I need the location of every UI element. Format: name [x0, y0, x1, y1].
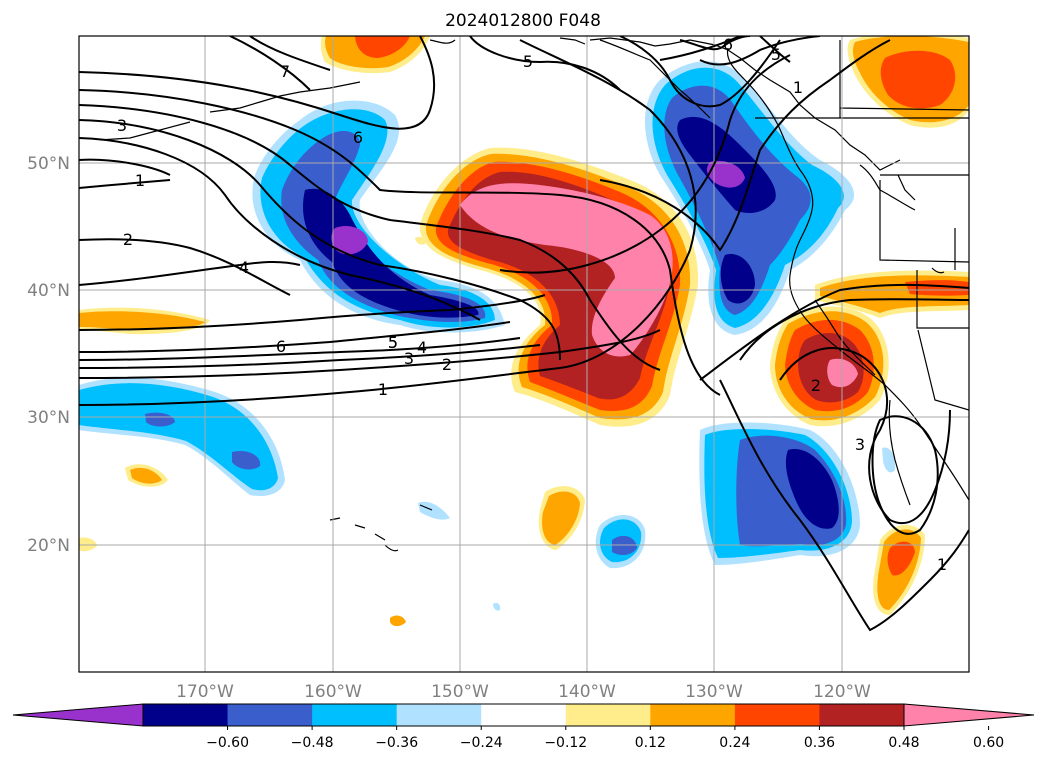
contour-label: 3 [117, 116, 127, 135]
contour-lines [79, 36, 969, 632]
colorbar-tick-label: −0.48 [291, 735, 334, 751]
colorbar-tick-label: −0.36 [375, 735, 418, 751]
colorbar-tick-label: 0.24 [719, 735, 750, 751]
lon-label-150w: 150°W [431, 682, 489, 702]
contour-label: 4 [417, 338, 427, 357]
lat-label-20n: 20°N [27, 536, 70, 556]
positive-anomaly-gulf-alaska [320, 36, 430, 74]
colorbar-swatch [565, 704, 651, 726]
contour-label: 3 [404, 349, 414, 368]
contour-label: 5 [523, 52, 533, 71]
contour-label: 4 [239, 258, 249, 277]
lon-label-130w: 130°W [685, 682, 743, 702]
contour-label: 2 [123, 230, 133, 249]
contour-labels: 7 6 5 5 6 5 1 3 1 2 4 6 5 4 3 2 1 2 3 1 [117, 35, 947, 574]
contour-label: 1 [135, 171, 145, 190]
colorbar-swatch [312, 704, 398, 726]
colorbar-outline [142, 703, 905, 727]
contour-label: 6 [276, 337, 286, 356]
contour-label: 1 [378, 380, 388, 399]
contour-label: 6 [353, 128, 363, 147]
colorbar-tick-label: 0.48 [888, 735, 919, 751]
contour-label: 1 [793, 78, 803, 97]
colorbar: −0.60 −0.48 −0.36 −0.24 −0.12 0.12 0.24 0.36 0.4… [12, 703, 1035, 751]
gridlines [79, 36, 969, 672]
lat-label-40n: 40°N [27, 281, 70, 301]
colorbar-swatch [481, 704, 567, 726]
contour-label: 5 [388, 333, 398, 352]
latitude-labels: 50°N 40°N 30°N 20°N [27, 154, 70, 556]
colorbar-swatch [227, 704, 313, 726]
contour-label: 6 [723, 35, 733, 54]
lon-label-160w: 160°W [304, 682, 362, 702]
negative-anomaly-west [252, 100, 505, 333]
longitude-labels: 170°W 160°W 150°W 140°W 130°W 120°W [176, 682, 871, 702]
colorbar-swatch [396, 704, 482, 726]
colorbar-swatch [734, 704, 820, 726]
contour-label: 2 [811, 376, 821, 395]
negative-anomaly-coast [645, 61, 855, 335]
colorbar-tick-label: 0.12 [635, 735, 666, 751]
contour-label: 5 [388, 333, 398, 352]
contour-label: 7 [280, 62, 290, 81]
colorbar-tick-label: 0.60 [973, 735, 1004, 751]
contour-label: 1 [937, 555, 947, 574]
colorbar-tick-label: −0.24 [460, 735, 503, 751]
map-title: 2024012800 F048 [445, 11, 601, 31]
lon-label-120w: 120°W [813, 682, 871, 702]
lon-label-170w: 170°W [176, 682, 234, 702]
colorbar-swatch [819, 704, 905, 726]
map-frame [78, 35, 970, 673]
map-panel: 7 6 5 5 6 5 1 3 1 2 4 6 5 4 3 2 1 2 3 1 [79, 35, 969, 672]
contour-label: 5 [771, 45, 781, 64]
lon-label-140w: 140°W [558, 682, 616, 702]
colorbar-tick-label: −0.12 [544, 735, 587, 751]
colorbar-swatch [143, 704, 229, 726]
positive-anomaly-northeast [847, 36, 969, 128]
contour-label: 2 [442, 355, 452, 374]
colorbar-tick-label: −0.60 [206, 735, 249, 751]
negative-anomaly-subtropics [79, 377, 896, 569]
colorbar-min-extend [12, 703, 144, 727]
lat-label-30n: 30°N [27, 408, 70, 428]
contour-label: 3 [855, 435, 865, 454]
lat-label-50n: 50°N [27, 154, 70, 174]
colorbar-tick-label: 0.36 [804, 735, 835, 751]
colorbar-swatch [650, 704, 736, 726]
colorbar-max-extend [903, 703, 1035, 727]
